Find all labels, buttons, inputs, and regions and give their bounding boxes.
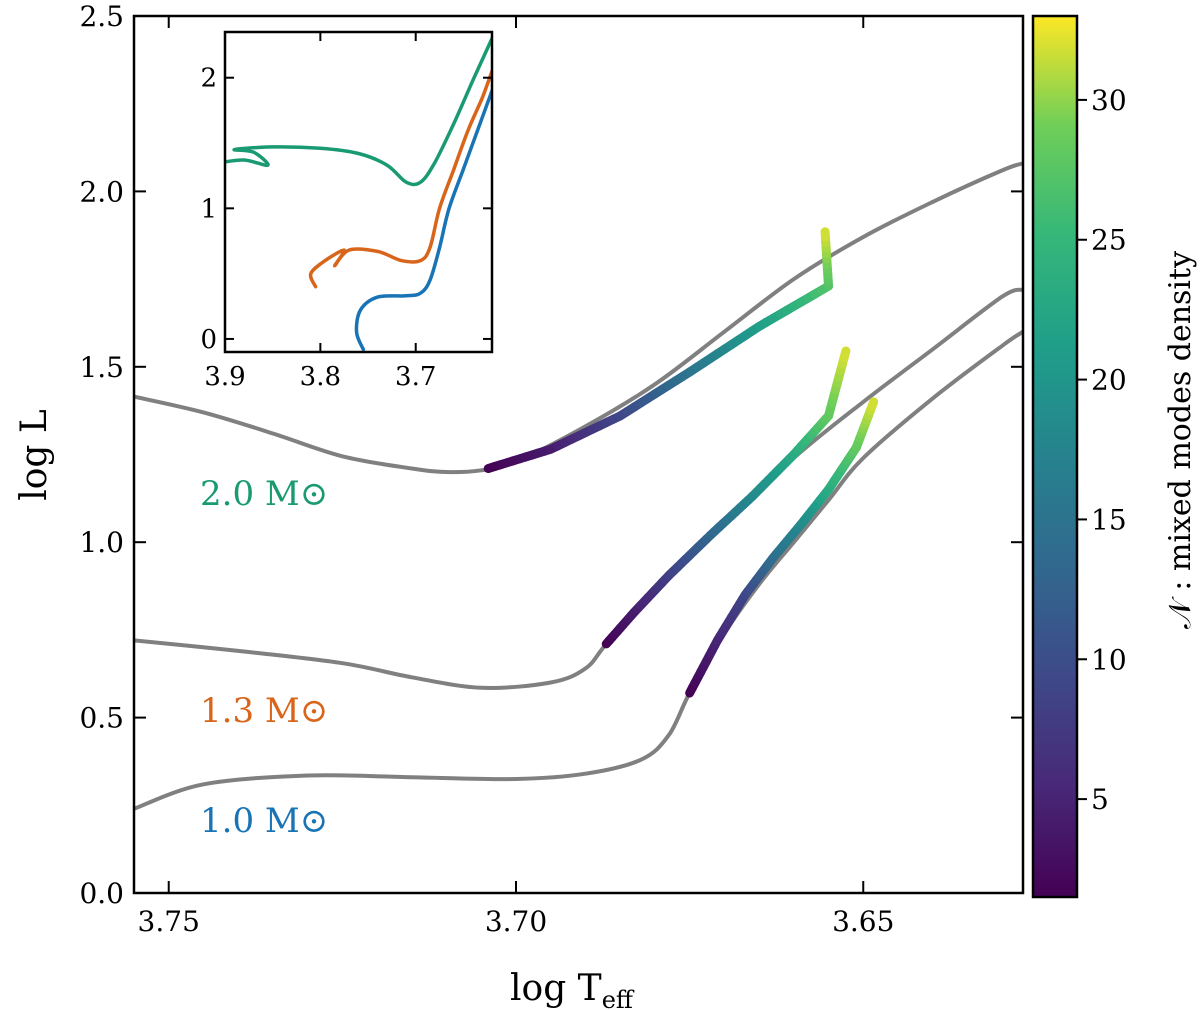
- inset-y-tick-label: 2: [200, 64, 217, 94]
- colorbar-tick-label: 15: [1091, 503, 1127, 536]
- evolution-track: [134, 329, 1023, 811]
- inset-background: [225, 32, 492, 352]
- inset-x-tick-label: 3.7: [395, 362, 436, 392]
- y-tick-label: 1.5: [79, 351, 124, 384]
- mass-label-1-0: 1.0 M⊙: [200, 801, 328, 841]
- inset-plot: 3.9 3.8 3.7 0 1 2: [200, 30, 494, 392]
- inset-x-tick-label: 3.8: [300, 362, 341, 392]
- colorbar-ticks: 5 10 15 20 25 30: [1077, 84, 1127, 816]
- x-axis-label-subscript: eff: [602, 986, 635, 1010]
- mixed-mode-segment: [839, 346, 851, 363]
- y-tick-label: 0.5: [79, 702, 124, 735]
- colorbar-tick-label: 5: [1091, 783, 1109, 816]
- inset-track: [308, 69, 492, 289]
- colorbar-label: 𝒩 : mixed modes density: [1163, 251, 1198, 629]
- inset-track: [225, 36, 492, 187]
- main-plot-area: 3.75 3.70 3.650.00.51.01.52.02.5: [79, 0, 1025, 938]
- inset-y-tick-label: 1: [200, 194, 217, 224]
- mass-labels: 2.0 M⊙ 1.3 M⊙ 1.0 M⊙: [200, 474, 328, 841]
- inset-ticks: 3.9 3.8 3.7 0 1 2: [200, 32, 492, 392]
- y-axis-title: log L: [14, 409, 55, 501]
- x-axis-label-main: log T: [510, 968, 602, 1009]
- y-tick-label: 2.0: [79, 175, 124, 208]
- inset-y-tick-label: 0: [200, 325, 217, 355]
- colorbar: 5 10 15 20 25 30 𝒩 : mixed modes density: [1031, 14, 1198, 899]
- colorbar-tick-label: 25: [1091, 224, 1127, 257]
- y-axis-label: log L: [14, 409, 55, 501]
- mass-label-text: 1.0 M⊙: [200, 801, 328, 841]
- mass-label-text: 2.0 M⊙: [200, 474, 328, 514]
- colorbar-tick-label: 30: [1091, 84, 1127, 117]
- evolution-track: [134, 161, 1023, 475]
- x-axis-label: log Teff: [510, 968, 635, 1010]
- colorbar-tick-label: 10: [1091, 643, 1127, 676]
- main-ticks: 3.75 3.70 3.650.00.51.01.52.02.5: [79, 0, 1023, 938]
- mass-label-1-3: 1.3 M⊙: [200, 691, 328, 731]
- y-tick-label: 0.0: [79, 877, 124, 910]
- colorbar-tick-label: 20: [1091, 364, 1127, 397]
- colorbar-gradient: [1031, 14, 1079, 899]
- mass-label-text: 1.3 M⊙: [200, 691, 328, 731]
- y-tick-label: 1.0: [79, 526, 124, 559]
- y-tick-label: 2.5: [79, 0, 124, 33]
- mass-label-2-0: 2.0 M⊙: [200, 474, 328, 514]
- mixed-mode-segment: [867, 397, 879, 411]
- x-axis-title: log Teff: [510, 968, 635, 1010]
- inset-track: [354, 89, 492, 352]
- x-tick-label: 3.75: [138, 905, 200, 938]
- main-frame: [132, 14, 1025, 895]
- inset-frame: [223, 30, 494, 354]
- x-tick-label: 3.70: [485, 905, 547, 938]
- inset-x-tick-label: 3.9: [204, 362, 245, 392]
- mixed-modes-segments: [483, 227, 879, 698]
- inset-tracks: [225, 36, 492, 352]
- x-tick-label: 3.65: [832, 905, 894, 938]
